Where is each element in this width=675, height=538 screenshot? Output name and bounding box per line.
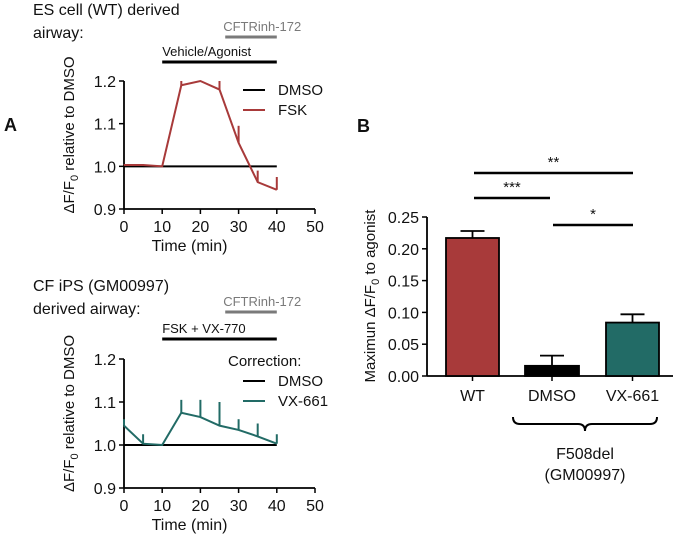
x-tick-label: 20 [192, 498, 210, 515]
bar-dmso [524, 364, 580, 377]
panel-label-b: B [357, 116, 370, 136]
x-axis-label: Time (min) [152, 238, 228, 255]
x-tick-label: WT [460, 388, 485, 405]
y-tick-label: 0.25 [388, 210, 419, 227]
group-label-line: F508del [556, 446, 614, 463]
significance-label: * [590, 206, 596, 223]
bar-wt [445, 237, 500, 377]
x-tick-label: 50 [306, 498, 324, 515]
panel-title-line: airway: [33, 25, 84, 42]
y-tick-label: 0.10 [388, 305, 419, 322]
x-tick-label: 50 [306, 219, 324, 236]
x-tick-label: 10 [153, 498, 171, 515]
x-tick-label: 40 [268, 219, 286, 236]
y-tick-label: 0.00 [388, 369, 419, 386]
x-tick-label: 10 [153, 219, 171, 236]
y-tick-label: 1.2 [94, 74, 116, 91]
group-label-line: (GM00997) [545, 467, 626, 484]
legend-label: VX-661 [278, 393, 328, 410]
legend-label: DMSO [278, 82, 323, 99]
x-tick-label: 20 [192, 219, 210, 236]
y-axis-label: ΔF/F0 relative to DMSO [61, 56, 81, 213]
y-tick-label: 1.0 [94, 438, 116, 455]
x-tick-label: VX-661 [606, 388, 659, 405]
y-tick-label: 1.0 [94, 159, 116, 176]
y-tick-label: 0.9 [94, 202, 116, 219]
x-tick-label: 0 [120, 219, 129, 236]
panel-title-line: CF iPS (GM00997) [33, 278, 169, 295]
inhibitor-label: CFTRinh-172 [223, 294, 301, 309]
panel-title-line: derived airway: [33, 301, 141, 318]
x-tick-label: 40 [268, 498, 286, 515]
y-tick-label: 1.1 [94, 395, 116, 412]
significance-label: ** [548, 154, 560, 171]
panel-title-line: ES cell (WT) derived [33, 2, 180, 19]
y-axis-label: Maximun ΔF/F0 to agonist [362, 209, 382, 383]
group-brace [512, 416, 658, 432]
x-tick-label: 0 [120, 498, 129, 515]
y-tick-label: 0.20 [388, 242, 419, 259]
panel-label-a: A [4, 115, 17, 135]
treatment-label: FSK + VX-770 [162, 321, 245, 336]
significance-label: *** [503, 179, 521, 196]
y-tick-label: 1.1 [94, 117, 116, 134]
x-axis-label: Time (min) [152, 517, 228, 534]
y-axis-label: ΔF/F0 relative to DMSO [61, 335, 81, 492]
y-tick-label: 0.15 [388, 274, 419, 291]
y-tick-label: 1.2 [94, 352, 116, 369]
series-line-fsk [124, 79, 278, 191]
y-tick-label: 0.05 [388, 337, 419, 354]
legend-label: DMSO [278, 373, 323, 390]
inhibitor-label: CFTRinh-172 [223, 19, 301, 34]
series-line-vx-661 [123, 411, 278, 447]
bar-vx-661 [605, 321, 660, 377]
y-tick-label: 0.9 [94, 481, 116, 498]
legend-label: FSK [278, 102, 307, 119]
treatment-label: Vehicle/Agonist [162, 44, 251, 59]
legend-title: Correction: [228, 353, 301, 370]
x-tick-label: 30 [230, 498, 248, 515]
x-tick-label: 30 [230, 219, 248, 236]
x-tick-label: DMSO [528, 388, 576, 405]
